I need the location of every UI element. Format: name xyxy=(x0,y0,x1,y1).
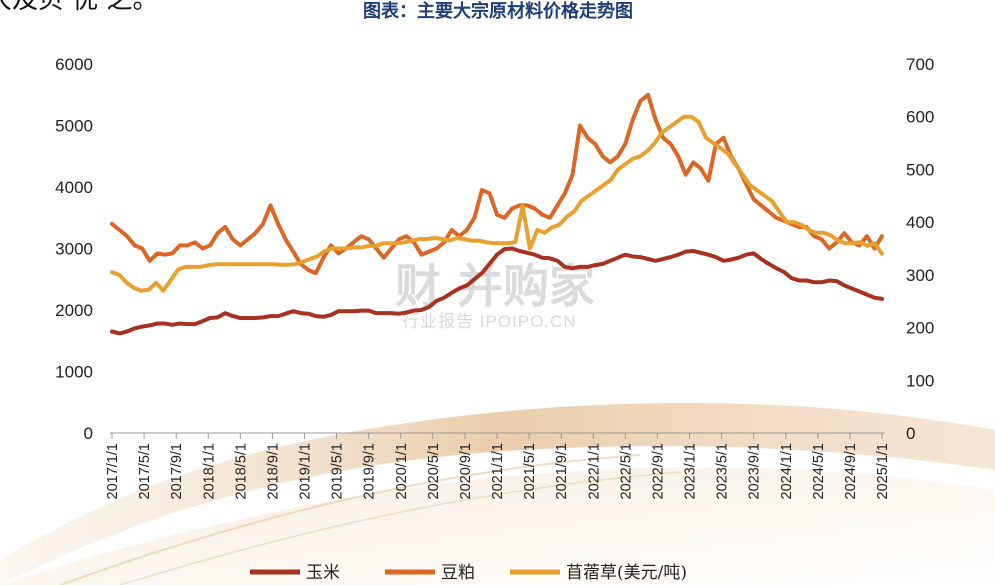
left-tick-label: 0 xyxy=(84,424,93,443)
x-tick-label: 2020/5/1 xyxy=(426,443,442,499)
corner-text: 大及贝 优 之。 xyxy=(0,0,159,15)
right-tick-label: 500 xyxy=(906,160,934,179)
x-tick-label: 2022/1/1 xyxy=(586,443,602,499)
legend: 玉米 豆粕 苜蓿草(美元/吨) xyxy=(250,563,687,583)
x-tick-label: 2024/5/1 xyxy=(811,443,827,499)
chart-title: 图表：主要大宗原材料价格走势图 xyxy=(363,0,633,22)
right-tick-label: 0 xyxy=(906,424,915,443)
x-tick-label: 2025/1/1 xyxy=(875,443,891,499)
right-tick-label: 400 xyxy=(906,213,934,232)
right-tick-label: 200 xyxy=(906,319,934,338)
watermark: 财 并购家 行业报告 IPOIPO.CN xyxy=(395,259,595,331)
right-axis-ticks: 0 100 200 300 400 500 600 700 xyxy=(906,55,934,443)
watermark-main: 财 并购家 xyxy=(395,259,595,313)
left-tick-label: 3000 xyxy=(55,240,93,259)
series-line-2 xyxy=(110,114,884,293)
watermark-sub: 行业报告 IPOIPO.CN xyxy=(402,312,577,331)
series-layer xyxy=(110,92,884,336)
x-tick-label: 2019/9/1 xyxy=(362,443,378,499)
right-tick-label: 300 xyxy=(906,266,934,285)
x-tick-label: 2019/1/1 xyxy=(298,443,314,499)
x-tick-label: 2024/9/1 xyxy=(843,443,859,499)
x-tick-label: 2019/5/1 xyxy=(330,443,346,499)
x-tick-label: 2020/1/1 xyxy=(394,443,410,499)
right-tick-label: 100 xyxy=(906,371,934,390)
background-decoration xyxy=(0,402,995,585)
x-tick-label: 2022/9/1 xyxy=(650,443,666,499)
legend-label: 玉米 xyxy=(306,563,340,583)
x-tick-label: 2023/9/1 xyxy=(747,443,763,499)
right-tick-label: 700 xyxy=(906,55,934,74)
x-tick-label: 2024/1/1 xyxy=(779,443,795,499)
right-tick-label: 600 xyxy=(906,108,934,127)
x-axis-ticks: 2017/1/1 2017/5/1 2017/9/1 2018/1/1 2018/5/1… xyxy=(105,433,891,499)
series-line-0 xyxy=(110,246,884,336)
legend-label: 苜蓿草(美元/吨) xyxy=(566,563,687,583)
left-tick-label: 6000 xyxy=(55,55,93,74)
left-tick-label: 5000 xyxy=(55,117,93,136)
left-tick-label: 4000 xyxy=(55,178,93,197)
x-tick-label: 2022/5/1 xyxy=(618,443,634,499)
legend-label: 豆粕 xyxy=(441,563,475,583)
x-tick-label: 2018/5/1 xyxy=(233,443,249,499)
x-tick-label: 2017/9/1 xyxy=(169,443,185,499)
left-axis-ticks: 0 1000 2000 3000 4000 5000 6000 xyxy=(55,55,93,443)
x-tick-label: 2023/1/1 xyxy=(683,443,699,499)
left-tick-label: 2000 xyxy=(55,301,93,320)
x-tick-label: 2021/9/1 xyxy=(554,443,570,499)
x-tick-label: 2021/1/1 xyxy=(490,443,506,499)
x-tick-label: 2017/1/1 xyxy=(105,443,121,499)
x-tick-label: 2018/9/1 xyxy=(265,443,281,499)
x-tick-label: 2018/1/1 xyxy=(201,443,217,499)
left-tick-label: 1000 xyxy=(55,363,93,382)
x-tick-label: 2023/5/1 xyxy=(715,443,731,499)
x-tick-label: 2020/9/1 xyxy=(458,443,474,499)
x-tick-label: 2021/5/1 xyxy=(522,443,538,499)
series-line-1 xyxy=(110,92,884,276)
x-tick-label: 2017/5/1 xyxy=(137,443,153,499)
